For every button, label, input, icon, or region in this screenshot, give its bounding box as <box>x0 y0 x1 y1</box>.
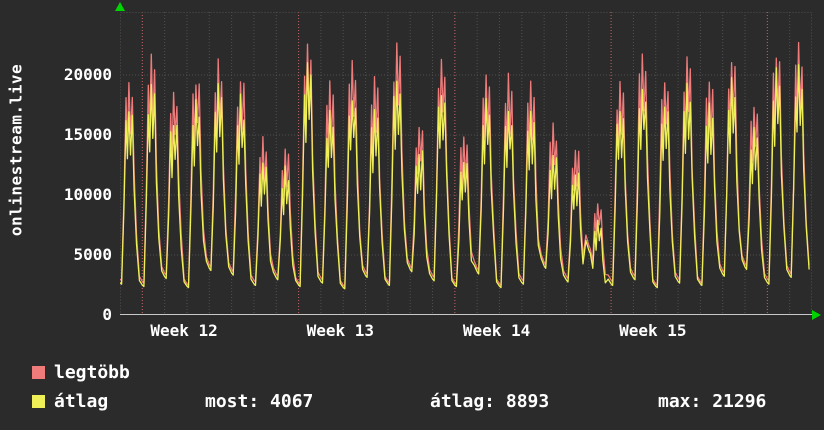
y-axis-label: 20000 <box>63 65 112 84</box>
legend-label-atlag: átlag <box>54 391 109 412</box>
x-axis-label: Week 12 <box>150 321 218 340</box>
x-axis-arrow-icon <box>812 310 821 320</box>
chart-title: onlinestream.live <box>6 63 26 237</box>
legend-swatch-legtobb <box>32 366 45 379</box>
stat-max: max: 21296 <box>658 391 767 412</box>
series-line-atlag <box>120 62 810 290</box>
y-axis-label: 5000 <box>73 245 112 264</box>
y-axis-label: 10000 <box>63 185 112 204</box>
y-axis-arrow-icon <box>115 2 125 11</box>
stat-atlag: átlag: 8893 <box>430 391 550 412</box>
stat-most: most: 4067 <box>205 391 314 412</box>
x-axis-label: Week 15 <box>619 321 687 340</box>
legend-label-legtobb: legtöbb <box>54 362 130 383</box>
plot-area <box>120 12 812 315</box>
legend-swatch-atlag <box>32 395 45 408</box>
x-axis-label: Week 13 <box>306 321 375 340</box>
y-axis-label: 15000 <box>63 125 112 144</box>
y-axis-label: 0 <box>102 305 112 324</box>
x-axis-label: Week 14 <box>462 321 531 340</box>
